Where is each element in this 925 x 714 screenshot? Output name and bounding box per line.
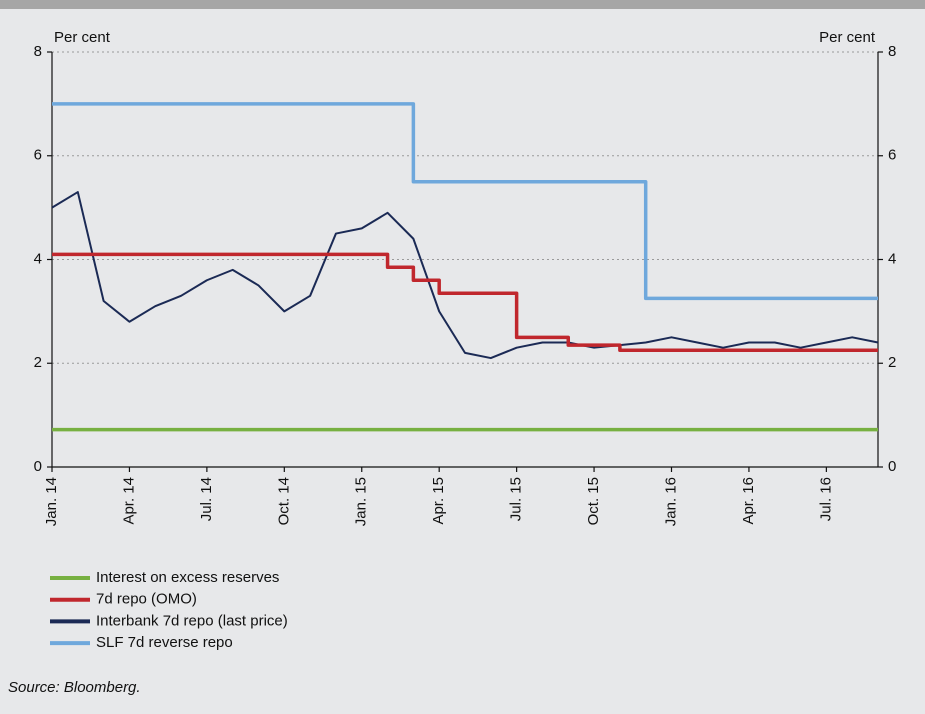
x-tick-label: Jul. 16 (817, 477, 834, 521)
y2-axis-label: Per cent (819, 29, 876, 46)
legend-label: 7d repo (OMO) (96, 591, 197, 608)
x-tick-label: Jan. 15 (353, 477, 370, 526)
y2-tick-label: 4 (888, 250, 896, 267)
top-bar (0, 0, 925, 9)
series-line (52, 252, 878, 353)
legend-label: SLF 7d reverse repo (96, 634, 233, 651)
y-tick-label: 2 (34, 354, 42, 371)
y-tick-label: 6 (34, 147, 42, 164)
x-tick-label: Jan. 14 (43, 477, 60, 526)
series-line (52, 102, 878, 301)
x-tick-label: Oct. 15 (585, 477, 602, 525)
legend-label: Interest on excess reserves (96, 569, 279, 586)
legend-label: Interbank 7d repo (last price) (96, 612, 288, 629)
x-tick-label: Oct. 14 (275, 477, 292, 525)
source: Source: Bloomberg. (8, 679, 141, 696)
series-line (51, 191, 879, 360)
x-tick-label: Jul. 15 (508, 477, 525, 521)
y2-tick-label: 2 (888, 354, 896, 371)
x-tick-label: Apr. 14 (120, 477, 137, 525)
y-tick-label: 0 (34, 458, 42, 475)
y-tick-label: 8 (34, 43, 42, 60)
y2-tick-label: 8 (888, 43, 896, 60)
y2-tick-label: 0 (888, 458, 896, 475)
y-axis-label: Per cent (54, 29, 111, 46)
x-tick-label: Jan. 16 (662, 477, 679, 526)
y2-tick-label: 6 (888, 147, 896, 164)
x-tick-label: Apr. 15 (430, 477, 447, 525)
x-tick-label: Jul. 14 (198, 477, 215, 521)
y-tick-label: 4 (34, 250, 42, 267)
x-tick-label: Apr. 16 (740, 477, 757, 525)
